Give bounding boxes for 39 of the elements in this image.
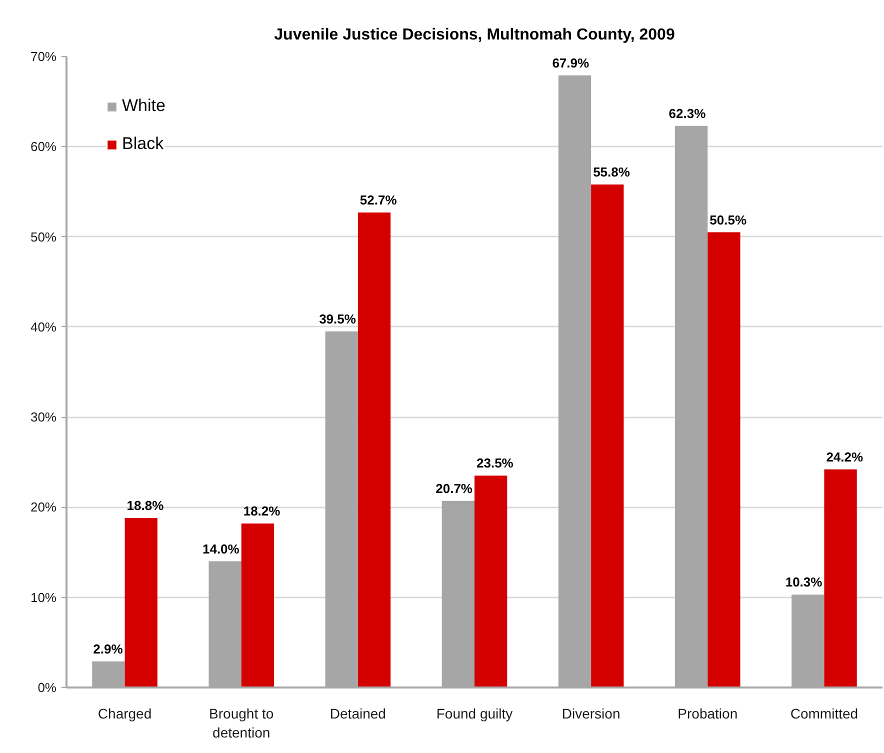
data-label: 18.2% <box>243 503 281 518</box>
data-label: 50.5% <box>710 212 747 228</box>
y-tick-label: 60% <box>30 139 57 154</box>
data-label: 2.9% <box>93 641 124 656</box>
x-tick-label: Committed <box>790 706 858 722</box>
y-tick-label: 0% <box>38 680 57 695</box>
y-tick-label: 20% <box>30 500 57 515</box>
x-tick-label: Detained <box>330 706 386 722</box>
data-label: 52.7% <box>360 192 398 208</box>
data-label: 24.2% <box>826 449 864 464</box>
bar <box>241 523 274 688</box>
x-tick-label: Found guilty <box>436 706 513 722</box>
legend-label: White <box>122 96 166 116</box>
x-tick-label: Charged <box>98 706 152 722</box>
y-tick-label: 30% <box>30 410 57 425</box>
x-tick-label: Probation <box>678 706 738 722</box>
x-tick-label: Diversion <box>562 706 620 722</box>
bar <box>474 476 508 688</box>
data-label: 10.3% <box>785 574 823 590</box>
data-label: 14.0% <box>202 541 240 556</box>
data-label: 67.9% <box>552 55 590 70</box>
data-label: 55.8% <box>593 164 630 180</box>
y-tick-label: 10% <box>30 590 57 605</box>
y-tick-label: 70% <box>30 49 57 64</box>
bar <box>708 232 740 688</box>
y-tick-label: 40% <box>30 319 57 334</box>
data-label: 62.3% <box>668 106 706 121</box>
data-label: 39.5% <box>319 311 356 326</box>
data-label: 18.8% <box>126 498 164 514</box>
chart-title: Juvenile Justice Decisions, Multnomah County, 2009 <box>274 26 675 44</box>
bar <box>824 469 857 688</box>
bar <box>591 184 624 688</box>
legend-label: Black <box>122 134 164 154</box>
x-tick-label: Brought to detention <box>209 706 274 741</box>
y-tick-label: 50% <box>30 229 57 244</box>
data-label: 20.7% <box>436 480 473 496</box>
bar <box>358 212 391 688</box>
data-label: 23.5% <box>476 456 514 471</box>
bar <box>124 518 158 688</box>
